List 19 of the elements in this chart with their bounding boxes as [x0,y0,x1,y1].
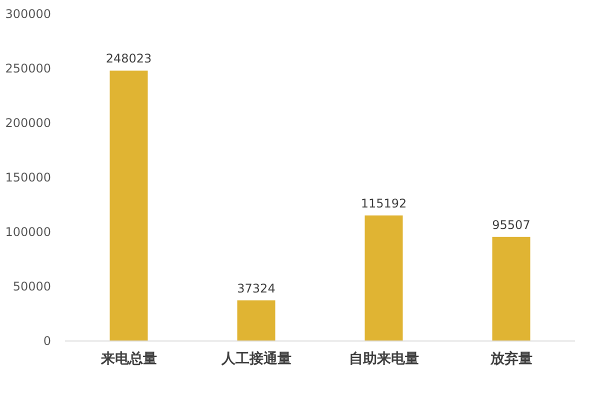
x-tick-label: 人工接通量 [220,350,292,367]
y-tick-label: 100000 [5,225,51,239]
y-tick-label: 150000 [5,170,51,184]
bar [110,70,148,341]
data-label: 95507 [492,218,530,232]
bar [364,215,403,341]
y-tick-label: 250000 [5,62,51,76]
bar [492,236,530,341]
x-tick-label: 放弃量 [489,350,532,367]
y-tick-label: 300000 [5,7,51,21]
y-tick-label: 0 [43,334,51,348]
data-label: 248023 [106,52,152,66]
x-tick-label: 来电总量 [100,351,157,367]
bar [237,300,276,341]
x-tick-label: 自助来电量 [348,351,419,367]
y-tick-label: 50000 [12,280,51,294]
data-label: 115192 [360,196,407,210]
data-label: 37324 [237,281,276,296]
y-tick-label: 200000 [5,116,51,130]
